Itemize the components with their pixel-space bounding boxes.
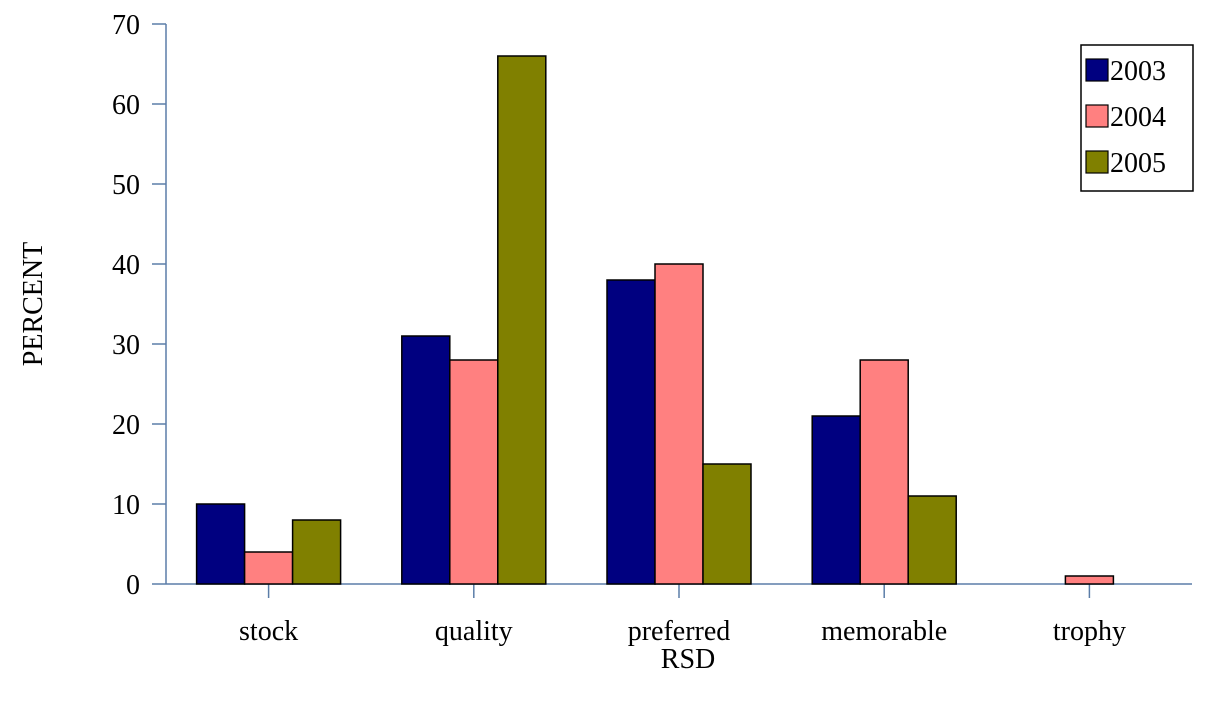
bar-2004-stock — [243, 551, 294, 585]
bar-2003-stock — [195, 503, 246, 585]
legend: 2003 2004 2005 — [1080, 44, 1194, 192]
x-axis-title: RSD — [661, 644, 715, 675]
y-tick-label: 30 — [112, 330, 140, 361]
legend-label-2004: 2004 — [1110, 102, 1166, 133]
y-axis: 0 10 20 30 40 50 60 70 — [112, 10, 167, 601]
legend-label-2003: 2003 — [1110, 56, 1166, 87]
y-tick-label: 60 — [112, 90, 140, 121]
x-tick-label: trophy — [1053, 616, 1126, 647]
bars — [195, 55, 1115, 585]
y-tick-label: 0 — [126, 570, 140, 601]
bar-2005-memorable — [907, 495, 957, 585]
bar-2004-trophy — [1064, 575, 1115, 585]
x-tick-label: preferred — [628, 616, 731, 647]
bar-2004-memorable — [859, 359, 909, 585]
y-tick-label: 20 — [112, 410, 140, 441]
bar-2003-memorable — [811, 415, 861, 585]
bar-2004-quality — [449, 359, 499, 585]
legend-swatch-2003 — [1085, 58, 1109, 82]
x-axis: stock quality preferred memorable trophy — [166, 583, 1192, 647]
legend-swatch-2005 — [1085, 150, 1109, 174]
y-tick-label: 40 — [112, 250, 140, 281]
x-tick-label: memorable — [821, 616, 947, 647]
bar-2005-stock — [291, 519, 342, 585]
y-tick-label: 50 — [112, 170, 140, 201]
bar-2003-quality — [401, 335, 451, 585]
bar-2003-preferred — [606, 279, 656, 585]
y-axis-title: PERCENT — [18, 242, 49, 366]
y-tick-label: 10 — [112, 490, 140, 521]
bar-2005-preferred — [702, 463, 752, 585]
x-tick-label: quality — [435, 616, 513, 647]
bar-2004-preferred — [654, 263, 704, 585]
legend-label-2005: 2005 — [1110, 148, 1166, 179]
legend-swatch-2004 — [1085, 104, 1109, 128]
y-tick-label: 70 — [112, 10, 140, 41]
bar-2005-quality — [497, 55, 547, 585]
x-tick-label: stock — [239, 616, 298, 647]
